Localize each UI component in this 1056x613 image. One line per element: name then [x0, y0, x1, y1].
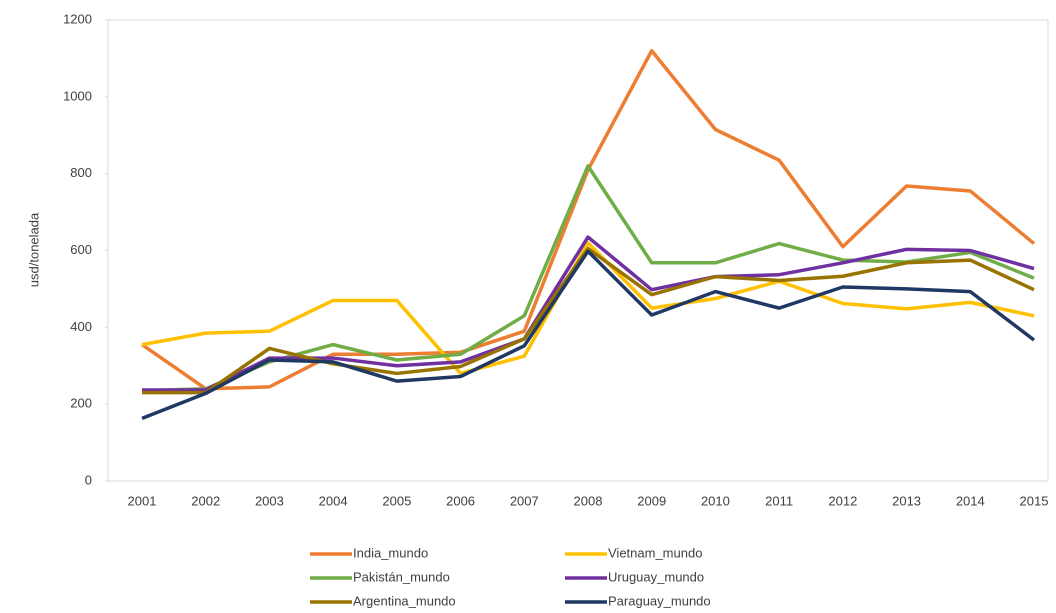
x-tick-label: 2002	[191, 493, 220, 508]
x-tick-label: 2014	[956, 493, 985, 508]
legend-label: Paraguay_mundo	[608, 593, 711, 608]
x-tick-label: 2008	[574, 493, 603, 508]
legend-label: Vietnam_mundo	[608, 545, 702, 560]
y-tick-label: 400	[70, 319, 92, 334]
x-tick-label: 2004	[319, 493, 348, 508]
x-tick-label: 2010	[701, 493, 730, 508]
x-tick-label: 2007	[510, 493, 539, 508]
legend-label: Uruguay_mundo	[608, 569, 704, 584]
x-tick-label: 2013	[892, 493, 921, 508]
x-tick-label: 2012	[828, 493, 857, 508]
y-tick-label: 1200	[63, 11, 92, 26]
y-tick-label: 800	[70, 165, 92, 180]
series-line	[141, 241, 1035, 376]
series-line	[141, 48, 1036, 391]
x-tick-label: 2011	[765, 493, 793, 508]
y-tick-label: 200	[70, 396, 92, 411]
legend-label: Argentina_mundo	[353, 593, 456, 608]
legend-label: Pakistán_mundo	[353, 569, 450, 584]
series-line	[142, 235, 1035, 392]
y-tick-label: 600	[70, 242, 92, 257]
y-tick-label: 0	[85, 472, 92, 487]
x-tick-label: 2006	[446, 493, 475, 508]
series-line	[141, 164, 1035, 393]
x-tick-label: 2003	[255, 493, 284, 508]
x-tick-label: 2005	[382, 493, 411, 508]
x-tick-label: 2001	[128, 493, 157, 508]
x-tick-label: 2015	[1020, 493, 1049, 508]
y-tick-label: 1000	[63, 88, 92, 103]
series-line	[141, 249, 1036, 421]
series-line	[142, 246, 1035, 395]
legend-label: India_mundo	[353, 545, 428, 560]
x-tick-label: 2009	[637, 493, 666, 508]
y-axis-label: usd/tonelada	[26, 212, 41, 287]
